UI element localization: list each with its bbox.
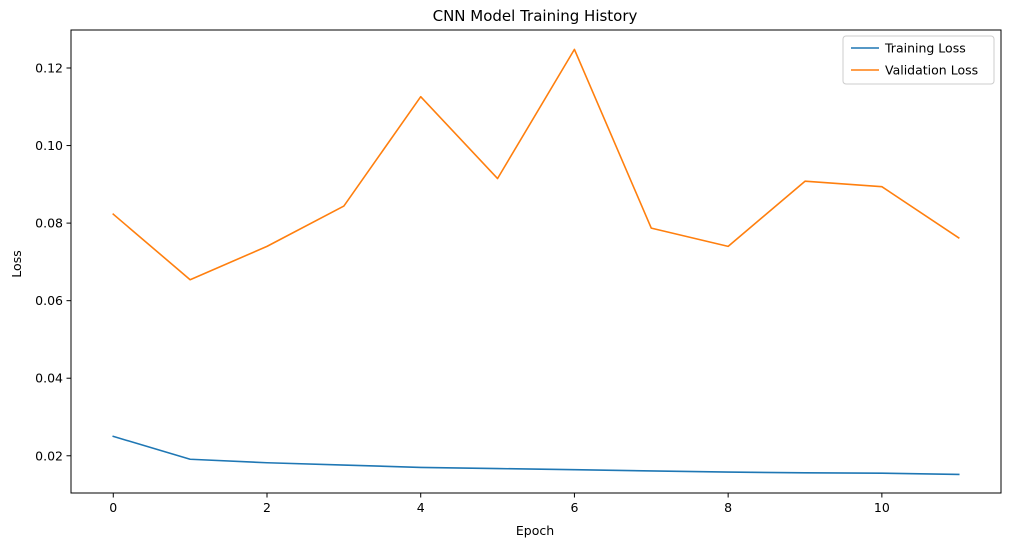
x-tick-label: 4: [417, 500, 425, 515]
x-axis: 0 2 4 6 8 10: [109, 493, 890, 515]
x-tick-label: 0: [109, 500, 117, 515]
y-tick-label: 0.02: [35, 448, 63, 463]
legend-box: [842, 35, 995, 85]
y-tick-label: 0.08: [35, 216, 63, 231]
x-tick-label: 6: [570, 500, 578, 515]
x-tick-label: 2: [263, 500, 271, 515]
plot-frame: [70, 29, 1002, 494]
y-tick-label: 0.12: [35, 61, 63, 76]
plot-area: [70, 29, 1002, 494]
series-line-validation-loss: [112, 48, 960, 281]
x-tick-label: 10: [874, 500, 890, 515]
y-axis-label: Loss: [9, 250, 24, 277]
legend: Training Loss Validation Loss: [842, 35, 995, 85]
y-tick-label: 0.10: [35, 138, 63, 153]
series-lines: [112, 48, 960, 476]
x-tick-label: 8: [724, 500, 732, 515]
legend-label: Training Loss: [884, 41, 966, 56]
chart-title: CNN Model Training History: [433, 7, 638, 25]
y-tick-label: 0.06: [35, 293, 63, 308]
legend-label: Validation Loss: [885, 63, 978, 78]
series-line-training-loss: [112, 435, 960, 476]
x-axis-label: Epoch: [516, 523, 554, 538]
y-axis: 0.02 0.04 0.06 0.08 0.10 0.12: [35, 61, 71, 463]
y-tick-label: 0.04: [35, 371, 63, 386]
